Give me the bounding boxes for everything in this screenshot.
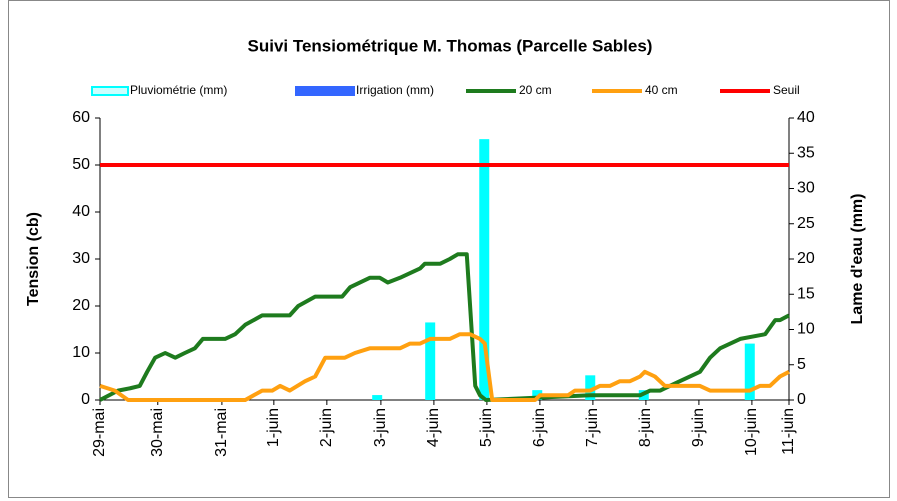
y-tick-label: 10 (72, 344, 90, 361)
y-tick-label: 40 (72, 203, 90, 220)
x-tick-label: 2-juin (318, 408, 335, 447)
x-tick-label: 29-mai (91, 408, 108, 457)
legend-label: 40 cm (645, 83, 678, 97)
y2-tick-label: 35 (797, 144, 815, 161)
y-tick-label: 0 (81, 391, 90, 408)
y2-tick-label: 30 (797, 180, 815, 197)
x-tick-label: 3-juin (372, 408, 389, 447)
y2-axis-label: Lame d'eau (mm) (849, 194, 866, 325)
line (99, 332, 790, 402)
y2-tick-label: 0 (797, 391, 806, 408)
legend-label: Pluviométrie (mm) (130, 83, 227, 97)
y2-tick-label: 20 (797, 250, 815, 267)
bar (372, 395, 383, 400)
x-tick-label: 4-juin (425, 408, 442, 447)
x-tick-label: 5-juin (478, 408, 495, 447)
chart-frame (8, 0, 890, 498)
line (99, 252, 790, 402)
legend-label: Seuil (773, 83, 800, 97)
y2-tick-label: 10 (797, 321, 815, 338)
x-tick-label: 6-juin (531, 408, 548, 447)
y-axis-label: Tension (cb) (25, 212, 42, 306)
x-tick-label: 9-juin (690, 408, 707, 447)
bar (532, 390, 543, 400)
y2-tick-label: 5 (797, 356, 806, 373)
x-tick-label: 1-juin (265, 408, 282, 447)
y2-tick-label: 15 (797, 285, 815, 302)
x-tick-label: 11-juin (780, 408, 797, 455)
bar (744, 343, 755, 400)
x-tick-label: 31-mai (213, 408, 230, 457)
bar (479, 139, 490, 400)
bar (425, 322, 436, 400)
y-tick-label: 60 (72, 109, 90, 126)
bar (585, 375, 596, 400)
x-tick-label: 10-juin (743, 408, 760, 456)
chart-title: Suivi Tensiométrique M. Thomas (Parcelle… (248, 36, 653, 55)
y-tick-label: 20 (72, 297, 90, 314)
x-tick-label: 30-mai (149, 408, 166, 457)
legend-swatch (91, 86, 129, 96)
y2-tick-label: 25 (797, 215, 815, 232)
legend-label: 20 cm (519, 83, 552, 97)
y2-tick-label: 40 (797, 109, 815, 126)
legend-swatch (295, 86, 355, 96)
legend-label: Irrigation (mm) (356, 83, 434, 97)
y-tick-label: 30 (72, 250, 90, 267)
x-tick-label: 8-juin (637, 408, 654, 447)
y-tick-label: 50 (72, 156, 90, 173)
x-tick-label: 7-juin (584, 408, 601, 447)
